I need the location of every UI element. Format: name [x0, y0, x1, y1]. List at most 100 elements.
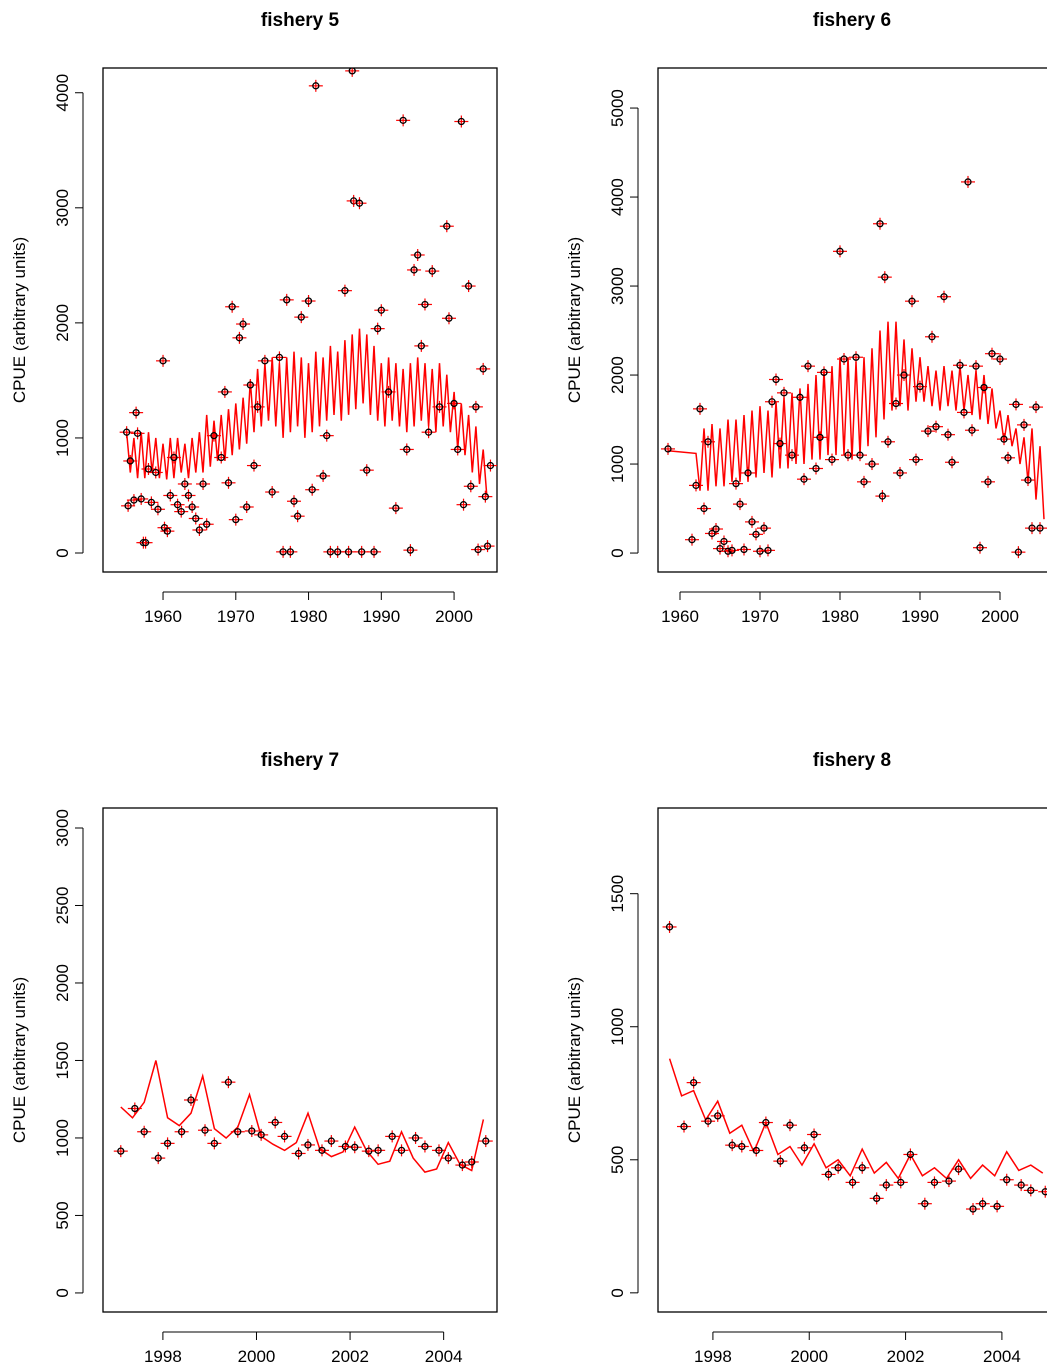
- point-marker: [444, 1154, 452, 1162]
- point-marker: [748, 518, 756, 526]
- data-point: [286, 495, 301, 508]
- x-tick-label: 1960: [144, 607, 182, 626]
- point-marker: [192, 514, 200, 523]
- point-marker: [435, 403, 444, 411]
- point-marker: [421, 1142, 429, 1151]
- point-marker: [399, 116, 407, 125]
- point-marker: [760, 524, 768, 532]
- y-tick-label: 0: [608, 548, 627, 557]
- point-marker: [133, 429, 142, 437]
- point-marker: [283, 296, 291, 304]
- data-point: [845, 1176, 860, 1189]
- point-marker: [1032, 403, 1040, 411]
- data-point: [421, 426, 436, 439]
- point-marker: [848, 1178, 857, 1187]
- point-marker: [327, 1137, 336, 1145]
- point-marker: [348, 68, 356, 75]
- data-point: [921, 425, 935, 438]
- data-point: [148, 466, 163, 479]
- point-marker: [856, 451, 864, 459]
- data-point: [410, 248, 425, 261]
- y-tick-label: 2000: [53, 304, 72, 342]
- point-marker: [664, 445, 672, 453]
- point-marker: [800, 475, 808, 483]
- point-marker: [738, 1142, 746, 1151]
- point-marker: [988, 350, 996, 358]
- data-point: [324, 1135, 339, 1148]
- point-marker: [844, 451, 852, 459]
- data-point: [130, 427, 145, 440]
- data-point: [965, 424, 979, 437]
- data-point: [177, 477, 192, 490]
- y-tick-label: 0: [608, 1288, 627, 1297]
- data-point: [865, 458, 879, 471]
- data-point: [1023, 1184, 1038, 1197]
- data-point: [163, 489, 178, 502]
- point-marker: [714, 1112, 722, 1120]
- point-marker: [752, 1146, 760, 1155]
- point-marker: [964, 178, 972, 186]
- data-point: [478, 1135, 493, 1148]
- point-marker: [126, 457, 134, 465]
- point-marker: [377, 306, 385, 314]
- point-marker: [154, 1154, 162, 1162]
- point-marker: [224, 479, 233, 487]
- data-point: [456, 498, 471, 511]
- point-marker: [882, 1181, 890, 1189]
- point-marker: [876, 220, 884, 228]
- data-point: [797, 1141, 812, 1154]
- point-marker: [708, 529, 716, 538]
- point-marker: [275, 353, 284, 362]
- point-marker: [421, 300, 429, 309]
- data-point: [733, 498, 747, 511]
- data-point: [316, 469, 331, 482]
- data-point: [1029, 401, 1043, 414]
- y-axis-label: CPUE (arbitrary units): [10, 977, 29, 1143]
- point-marker: [956, 361, 964, 369]
- point-marker: [290, 497, 298, 505]
- data-point: [230, 1125, 245, 1138]
- data-point: [833, 245, 847, 258]
- plot-box: [657, 807, 1047, 1313]
- point-marker: [816, 433, 824, 441]
- data-point: [301, 295, 316, 308]
- point-marker: [417, 342, 425, 350]
- point-marker: [170, 453, 178, 462]
- point-marker: [117, 1147, 125, 1155]
- data-point: [277, 1130, 292, 1143]
- data-point: [713, 542, 727, 555]
- point-marker: [234, 1128, 242, 1136]
- data-point: [425, 265, 440, 278]
- point-marker: [483, 542, 492, 550]
- data-point: [207, 1137, 222, 1150]
- point-marker: [181, 480, 189, 488]
- point-marker: [728, 546, 736, 555]
- plot-area: [119, 68, 497, 558]
- data-point: [853, 449, 867, 462]
- data-point: [941, 1175, 956, 1188]
- point-marker: [131, 1104, 139, 1113]
- data-point: [905, 295, 919, 308]
- data-point: [689, 479, 703, 492]
- point-marker: [177, 507, 185, 516]
- data-point: [483, 459, 497, 472]
- point-marker: [716, 544, 724, 553]
- point-marker: [199, 480, 207, 488]
- y-tick-label: 500: [53, 1201, 72, 1229]
- point-marker: [800, 1144, 809, 1152]
- data-point: [254, 1128, 269, 1141]
- y-tick-label: 2000: [53, 964, 72, 1002]
- data-point: [417, 1140, 432, 1153]
- point-marker: [355, 199, 364, 207]
- data-point: [388, 502, 403, 515]
- data-point: [441, 312, 456, 325]
- data-point: [1011, 546, 1026, 559]
- data-point: [239, 500, 254, 513]
- data-point: [793, 391, 807, 404]
- data-point: [686, 1076, 701, 1089]
- point-marker: [374, 1146, 382, 1155]
- data-point: [685, 533, 699, 546]
- point-marker: [786, 1121, 794, 1129]
- data-point: [407, 263, 422, 276]
